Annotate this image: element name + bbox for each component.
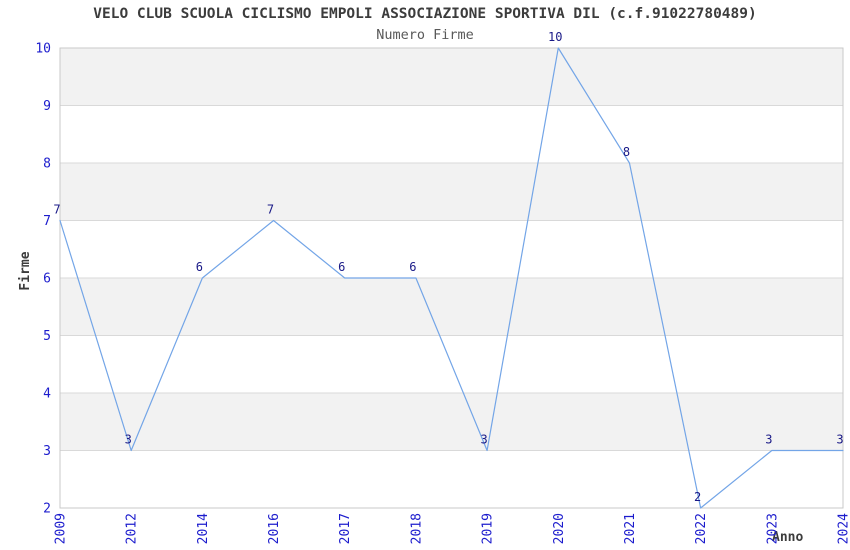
x-tick-label: 2012 xyxy=(125,513,140,544)
x-tick-label: 2021 xyxy=(623,513,638,544)
series-line xyxy=(59,47,844,509)
x-tick-label: 2016 xyxy=(267,513,282,544)
y-tick-label: 8 xyxy=(43,157,51,172)
data-point-label: 3 xyxy=(480,433,487,447)
y-tick-label: 3 xyxy=(43,444,51,459)
plot-background-band xyxy=(60,220,843,278)
y-tick-label: 6 xyxy=(43,272,51,287)
chart-subtitle: Numero Firme xyxy=(376,27,474,43)
data-point-label: 8 xyxy=(623,145,630,159)
x-tick-label: 2022 xyxy=(694,513,709,544)
y-tick-label: 4 xyxy=(43,387,51,402)
y-tick-label: 10 xyxy=(35,42,51,57)
x-tick-label: 2020 xyxy=(552,513,567,544)
plot-border xyxy=(59,47,844,509)
x-tick-label: 2023 xyxy=(765,513,780,544)
data-point-label: 2 xyxy=(694,490,701,504)
data-point-label: 7 xyxy=(267,203,274,217)
x-tick-label: 2009 xyxy=(54,513,69,544)
x-tick-label: 2018 xyxy=(409,513,424,544)
data-point-label: 6 xyxy=(338,260,345,274)
x-tick-label: 2014 xyxy=(196,513,211,544)
plot-background-band xyxy=(60,163,843,221)
y-tick-label: 2 xyxy=(43,502,51,517)
y-tick-label: 5 xyxy=(43,329,51,344)
plot-background-band xyxy=(60,278,843,336)
plot-background-band xyxy=(60,450,843,508)
y-tick-label: 7 xyxy=(43,214,51,229)
x-axis-label: Anno xyxy=(772,530,804,545)
data-point-label: 3 xyxy=(125,433,132,447)
data-point-label: 10 xyxy=(548,30,562,44)
data-point-label: 3 xyxy=(836,433,843,447)
x-tick-label: 2017 xyxy=(338,513,353,544)
plot-background-band xyxy=(60,105,843,163)
data-point-label: 7 xyxy=(53,203,60,217)
chart-title: VELO CLUB SCUOLA CICLISMO EMPOLI ASSOCIA… xyxy=(93,6,757,22)
x-tick-label: 2019 xyxy=(481,513,496,544)
x-tick-label: 2024 xyxy=(837,513,850,544)
data-point-label: 3 xyxy=(765,433,772,447)
data-point-label: 6 xyxy=(409,260,416,274)
plot-background-band xyxy=(60,393,843,451)
y-tick-label: 9 xyxy=(43,99,51,114)
plot-background-band xyxy=(60,48,843,106)
data-point-label: 6 xyxy=(196,260,203,274)
